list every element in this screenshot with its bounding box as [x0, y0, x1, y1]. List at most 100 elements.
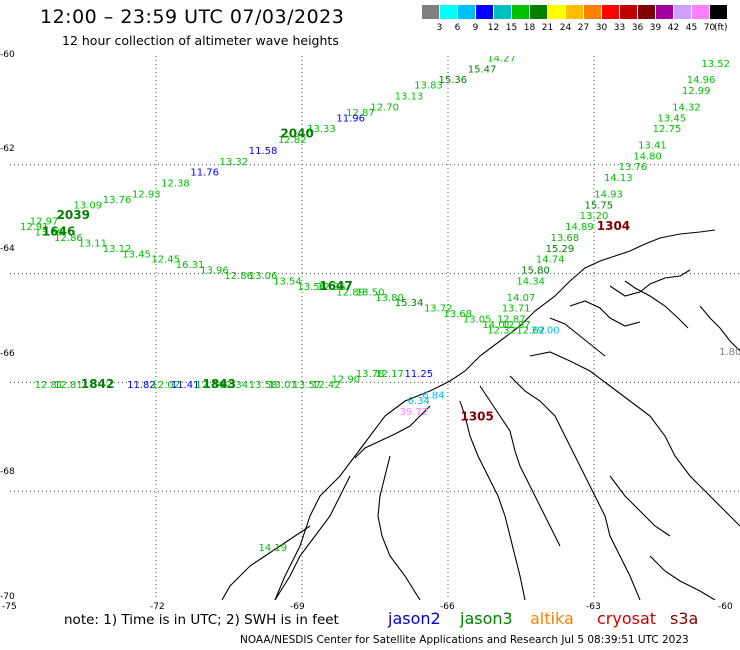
- wave-height-label: 12.93: [132, 189, 161, 200]
- wave-height-label: 13.71: [502, 304, 531, 315]
- footer-credit: NOAA/NESDIS Center for Satellite Applica…: [240, 634, 689, 646]
- coastline: [221, 229, 740, 600]
- coastline-segment: [699, 305, 740, 352]
- wave-height-label: 13.54: [273, 276, 302, 287]
- coastline-segment: [649, 555, 716, 600]
- wave-height-label: 13.96: [200, 266, 229, 277]
- coastline-segment: [609, 475, 671, 537]
- wave-height-label: 13.72: [424, 304, 453, 315]
- legend-label: 9: [472, 23, 479, 33]
- legend-swatch: [602, 5, 619, 19]
- wave-height-label: 6.84: [422, 391, 444, 402]
- wave-height-label: 15.80: [521, 266, 550, 277]
- wave-height-label: 15.36: [439, 75, 468, 86]
- legend-swatch: [710, 5, 727, 19]
- wave-height-label: 13.78: [356, 369, 385, 380]
- lat-lon-grid: [10, 56, 740, 600]
- wave-height-label: 14.74: [536, 255, 565, 266]
- wave-height-label: 11.82: [127, 380, 156, 391]
- pass-number-label: 1646: [42, 225, 75, 239]
- coastline-segment: [569, 300, 641, 327]
- pass-number-label: 1843: [203, 377, 236, 391]
- legend-label: 21: [541, 23, 554, 33]
- wave-height-label: 12.86: [54, 233, 83, 244]
- wave-height-label: 12.34: [195, 380, 224, 391]
- legend-label: 3: [436, 23, 443, 33]
- color-legend: 3 6 9 12 15 18 21 24 27 30 33 36 39 42 45 70 (ft): [422, 5, 728, 35]
- wave-height-label: 13.01: [268, 380, 297, 391]
- wave-height-label: 13.41: [638, 140, 667, 151]
- wave-height-label: 14.93: [594, 189, 623, 200]
- legend-label: 33: [613, 23, 626, 33]
- wave-height-label: 13.52: [701, 59, 730, 70]
- wave-height-label: 12.86: [224, 271, 253, 282]
- map-plot: 14.27 15.47 15.36 13.83 13.13 12.70 12.87 11.96…: [10, 56, 740, 600]
- coastline-segment: [624, 280, 689, 329]
- wave-height-label: 14.07: [507, 293, 536, 304]
- wave-height-labels: 14.2715.4715.3613.8313.1312.7012.8711.96…: [20, 56, 740, 554]
- coastline-segment: [274, 229, 716, 600]
- wave-height-label: 13.68: [443, 309, 472, 320]
- wave-height-label: 13.13: [395, 92, 424, 103]
- coastline-segment: [221, 525, 311, 600]
- pass-number-label: 1842: [81, 377, 114, 391]
- coastline-segment: [479, 385, 561, 547]
- wave-height-label: 13.09: [74, 200, 103, 211]
- wave-height-label: 12.42: [312, 380, 341, 391]
- legend-label: 24: [559, 23, 572, 33]
- wave-height-label: 13.56: [297, 282, 326, 293]
- legend-swatch: [692, 5, 709, 19]
- wave-height-label: 11.76: [190, 168, 219, 179]
- wave-height-label: 14.80: [633, 151, 662, 162]
- wave-height-label: 12.38: [161, 179, 190, 190]
- wave-height-label: 13.12: [103, 244, 132, 255]
- wave-height-label: 15.75: [585, 200, 614, 211]
- lat-tick-label: -64: [0, 244, 15, 254]
- wave-height-label: 13.76: [103, 195, 132, 206]
- wave-height-label: 13.57: [293, 380, 322, 391]
- wave-height-label: 12.97: [30, 217, 59, 228]
- wave-height-label: 13.80: [375, 293, 404, 304]
- coastline-segment: [549, 317, 606, 357]
- legend-swatch: [512, 5, 529, 19]
- wave-height-label: 12.62: [516, 325, 545, 336]
- legend-swatch: [494, 5, 511, 19]
- wave-height-label: 12.81: [35, 380, 64, 391]
- legend-label: 12: [487, 23, 500, 33]
- wave-height-label: 13.45: [658, 113, 687, 124]
- wave-height-label: 13.06: [249, 271, 278, 282]
- wave-height-label: 12.17: [375, 369, 404, 380]
- wave-height-label: 12.82: [278, 135, 307, 146]
- wave-height-label: 13.20: [580, 211, 609, 222]
- legend-swatch: [440, 5, 457, 19]
- legend-swatch: [548, 5, 565, 19]
- pass-number-label: 1647: [319, 279, 352, 293]
- lat-tick-label: -70: [0, 592, 15, 602]
- lon-tick-label: -60: [718, 602, 733, 612]
- wave-height-label: 14.89: [565, 222, 594, 233]
- wave-height-label: 14.32: [672, 102, 701, 113]
- wave-height-label: 12.75: [653, 124, 682, 135]
- legend-unit: (ft): [714, 23, 728, 33]
- coastline-segment: [354, 405, 431, 459]
- lon-tick-label: -75: [2, 602, 17, 612]
- legend-label: 6: [454, 23, 461, 33]
- page-title: 12:00 – 23:59 UTC 07/03/2023: [40, 6, 345, 28]
- wave-height-label: 29.00: [531, 325, 560, 336]
- lat-tick-label: -60: [0, 50, 15, 60]
- wave-height-label: 13.11: [78, 238, 107, 249]
- pass-number-label: 1304: [597, 219, 630, 233]
- wave-height-label: 14.96: [687, 75, 716, 86]
- wave-height-label: 12.91: [20, 222, 49, 233]
- lat-tick-label: -66: [0, 349, 15, 359]
- wave-height-label: 12.45: [151, 255, 180, 266]
- lat-tick-label: -68: [0, 467, 15, 477]
- pass-number-label: 2039: [57, 208, 90, 222]
- lon-tick-label: -69: [290, 602, 305, 612]
- legend-label: 39: [649, 23, 662, 33]
- coastline-segment: [609, 269, 691, 297]
- wave-height-label: 15.29: [546, 244, 575, 255]
- pass-number-label: 1305: [460, 409, 493, 423]
- wave-height-label: 14.19: [258, 543, 287, 554]
- wave-height-label: 12.81: [54, 380, 83, 391]
